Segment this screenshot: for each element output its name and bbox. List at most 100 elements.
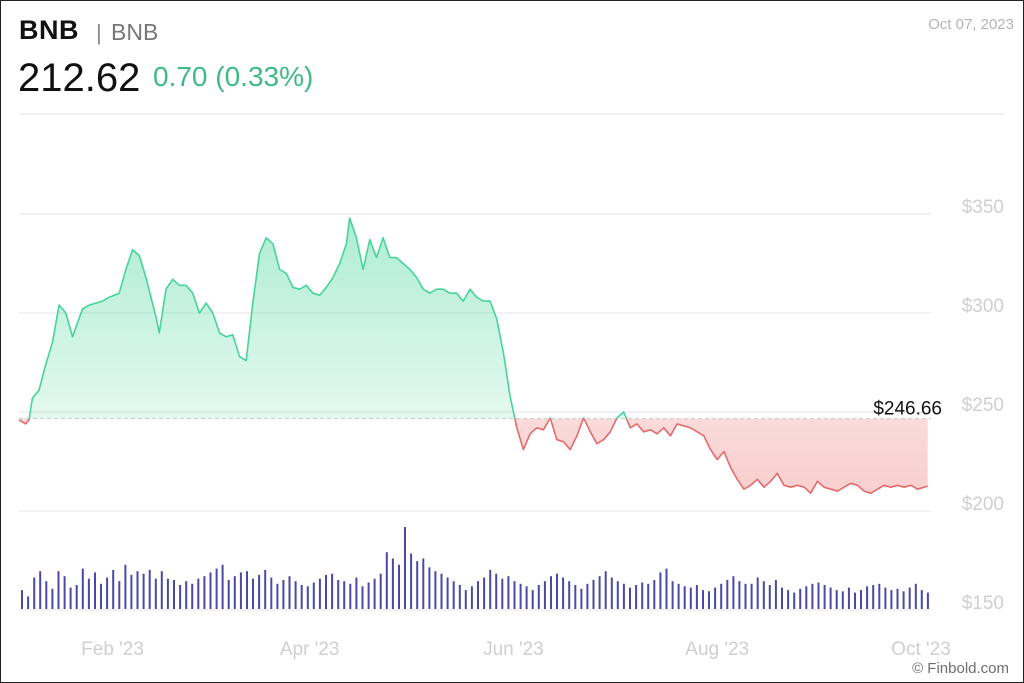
- y-tick-label: $150: [962, 593, 1004, 614]
- asset-symbol: BNB: [19, 15, 79, 45]
- volume-bar: [714, 587, 717, 609]
- volume-bar: [373, 578, 376, 609]
- volume-bar: [847, 587, 850, 609]
- volume-bar: [318, 578, 321, 609]
- loss-area-fill: [19, 418, 928, 494]
- volume-bar: [136, 571, 139, 609]
- volume-bar: [677, 583, 680, 609]
- volume-bar: [799, 588, 802, 609]
- volume-bar: [27, 596, 30, 609]
- volume-bar: [367, 582, 370, 609]
- volume-bar: [124, 564, 127, 609]
- volume-bar: [586, 583, 589, 609]
- x-tick-label: Jun '23: [483, 639, 544, 660]
- volume-bar: [118, 581, 121, 609]
- volume-bar: [63, 576, 66, 609]
- volume-bar: [635, 585, 638, 609]
- volume-bar: [391, 558, 394, 609]
- y-tick-label: $200: [962, 494, 1004, 515]
- volume-bar: [854, 592, 856, 609]
- volume-bar: [926, 592, 929, 609]
- x-tick-label: Apr '23: [280, 639, 340, 660]
- volume-bar: [239, 572, 242, 609]
- volume-bar: [817, 582, 820, 609]
- volume-bar: [580, 588, 583, 609]
- volume-bar: [671, 581, 674, 609]
- volume-bar: [221, 564, 224, 609]
- volume-bar: [191, 583, 194, 609]
- volume-bar: [337, 580, 340, 609]
- volume-bar: [720, 583, 723, 609]
- volume-bar: [805, 586, 808, 609]
- volume-bar: [598, 576, 601, 609]
- volume-bar: [793, 592, 796, 609]
- volume-bar: [94, 572, 96, 609]
- x-tick-label: Aug '23: [685, 639, 749, 660]
- volume-bar: [203, 576, 206, 609]
- volume-bar: [708, 591, 710, 609]
- volume-bar: [434, 571, 437, 609]
- volume-bar: [81, 568, 84, 609]
- volume-bar: [683, 586, 686, 609]
- volume-bar: [404, 527, 406, 609]
- volume-bar: [866, 586, 869, 609]
- volume-bar: [616, 581, 619, 609]
- volume-bar: [489, 569, 492, 609]
- volume-bar: [744, 583, 747, 609]
- volume-bar: [452, 581, 455, 609]
- volume-bar: [258, 574, 261, 609]
- volume-bar: [410, 553, 413, 609]
- volume-bar: [622, 583, 625, 609]
- volume-bar: [726, 580, 729, 609]
- volume-bar: [215, 568, 218, 609]
- volume-bar: [768, 585, 771, 609]
- volume-bar: [294, 581, 297, 609]
- price-line-up: [28, 217, 628, 419]
- volume-bar: [750, 583, 753, 609]
- volume-bar: [276, 583, 279, 609]
- volume-bar: [659, 572, 662, 609]
- volume-bar: [282, 580, 285, 609]
- volume-bar: [835, 590, 838, 609]
- volume-bar: [702, 590, 704, 609]
- volume-bar: [458, 585, 461, 609]
- volume-bar: [823, 585, 826, 609]
- volume-bar: [774, 580, 777, 609]
- volume-bar: [325, 574, 327, 609]
- volume-bar: [695, 585, 698, 609]
- volume-bar: [130, 574, 133, 609]
- price-line-down: [18, 418, 928, 494]
- volume-bar: [738, 581, 741, 609]
- volume-bar: [574, 585, 577, 609]
- volume-bar: [841, 591, 844, 609]
- volume-bar: [233, 576, 236, 609]
- volume-bar: [464, 590, 467, 609]
- volume-bar: [100, 583, 102, 609]
- volume-bar: [45, 581, 48, 609]
- y-tick-label: $350: [962, 197, 1004, 218]
- volume-bar: [270, 577, 273, 609]
- volume-bar: [653, 580, 656, 609]
- volume-bar: [519, 583, 522, 609]
- volume-bar: [197, 578, 200, 609]
- volume-bar: [483, 577, 486, 609]
- volume-bar: [173, 580, 175, 609]
- volume-bar: [756, 577, 759, 609]
- volume-bar: [398, 564, 400, 609]
- volume-bar: [872, 585, 875, 609]
- volume-bar: [160, 571, 163, 609]
- volume-bar: [246, 571, 248, 609]
- volume-bar: [39, 571, 42, 609]
- asset-name: BNB: [111, 19, 159, 45]
- volume-bar: [21, 590, 23, 609]
- volume-bar: [306, 586, 309, 609]
- current-price: 212.62: [18, 56, 141, 100]
- volume-bar: [446, 577, 449, 609]
- volume-bar: [264, 569, 267, 609]
- y-tick-label: $300: [962, 296, 1004, 317]
- volume-bar: [33, 577, 36, 609]
- volume-bar: [525, 586, 528, 609]
- volume-bar: [361, 586, 364, 609]
